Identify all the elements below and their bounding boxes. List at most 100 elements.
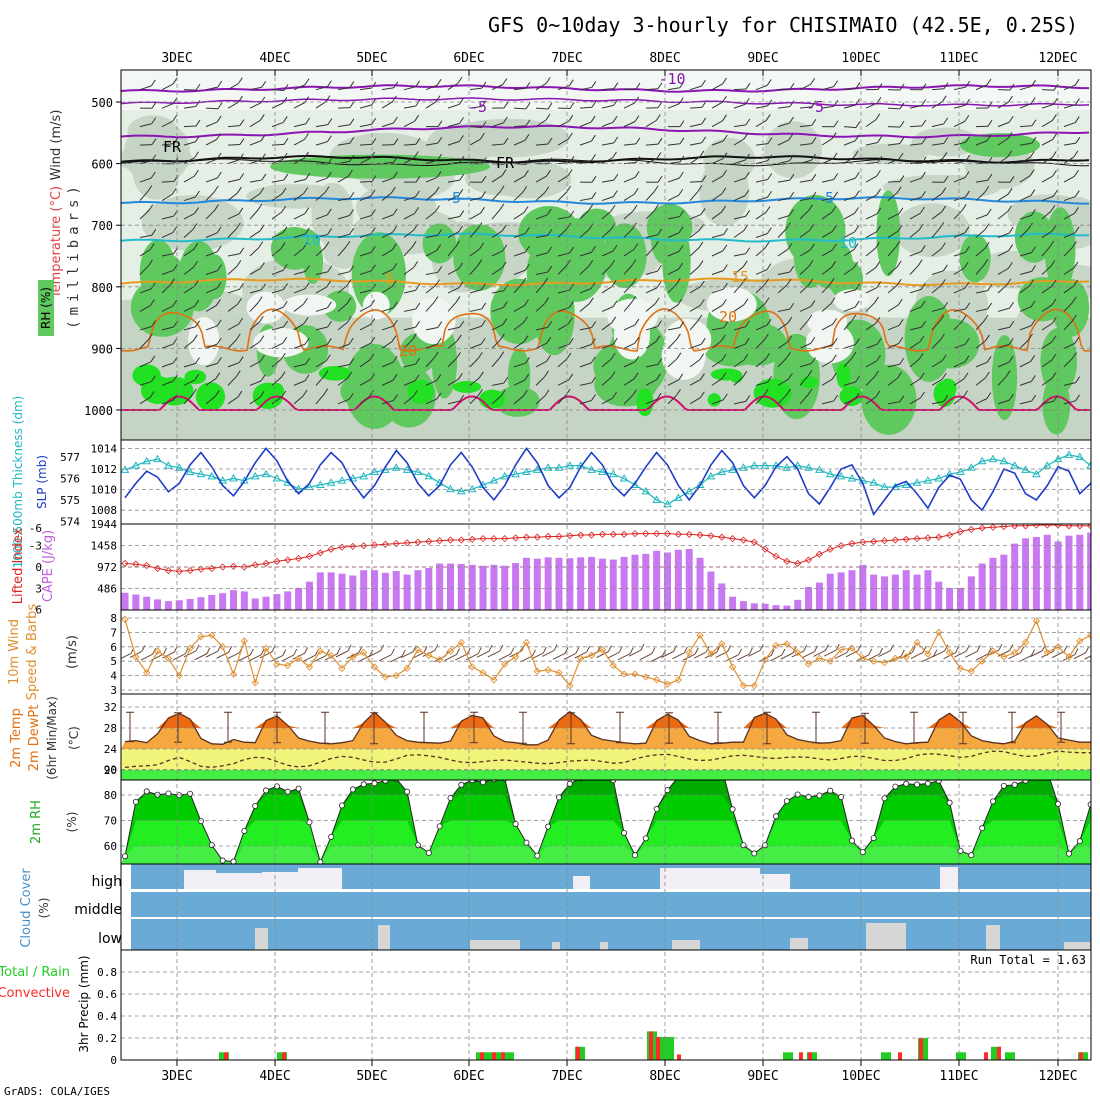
rh-mid-blob bbox=[446, 119, 555, 155]
wind10-tick-label: 5 bbox=[110, 655, 117, 668]
wind-barb bbox=[887, 266, 898, 275]
cape-bar bbox=[154, 599, 162, 610]
wind10-marker bbox=[859, 654, 867, 662]
wind-barb bbox=[667, 194, 679, 202]
rh-bright-blob bbox=[753, 378, 792, 408]
wind-barb-flag bbox=[943, 117, 949, 125]
wind10-marker bbox=[750, 682, 758, 690]
wind-barb-flag bbox=[741, 277, 747, 285]
wind-barb bbox=[425, 211, 436, 220]
wind-barb-flag bbox=[987, 302, 993, 310]
wind-barb bbox=[865, 161, 878, 165]
wind-barb bbox=[711, 270, 724, 275]
wind-barb-flag bbox=[459, 117, 464, 124]
wind-barb-flag bbox=[610, 371, 616, 378]
wind10-barb-flag bbox=[282, 649, 287, 656]
wind-barb-flag bbox=[193, 242, 199, 250]
precip-conv-label: Convective bbox=[0, 986, 70, 1001]
wind-barb-flag bbox=[941, 242, 946, 249]
wind-barb bbox=[337, 233, 350, 239]
contour-label: -5 bbox=[806, 98, 824, 116]
wind-barb bbox=[381, 307, 394, 312]
wind-barb-flag bbox=[722, 264, 728, 271]
wind10-marker bbox=[707, 650, 715, 658]
wind-barb bbox=[623, 143, 636, 146]
wind-barb bbox=[667, 232, 680, 238]
wind-barb bbox=[997, 193, 1009, 201]
precip-panel: 0.80.60.40.20 bbox=[97, 966, 1088, 1067]
wind-barb-flag bbox=[1008, 244, 1014, 251]
wind-barb bbox=[601, 142, 614, 146]
isotherm-5 bbox=[121, 196, 1089, 205]
wind-barb-flag bbox=[305, 357, 311, 365]
wind-barb bbox=[359, 379, 371, 386]
wind-barb-flag bbox=[1071, 241, 1077, 248]
wind-barb-flag bbox=[721, 372, 727, 379]
wind10-barb bbox=[563, 652, 577, 660]
wind-barb-flag bbox=[392, 301, 398, 308]
wind-barb bbox=[403, 380, 416, 386]
lifted-index-marker bbox=[902, 535, 910, 543]
wind-barb-flag bbox=[763, 388, 769, 396]
wind-barb-flag bbox=[280, 242, 286, 249]
wind-barb-flag bbox=[964, 115, 970, 122]
wind-barb bbox=[513, 125, 527, 128]
wind-barb-flag bbox=[764, 278, 770, 285]
wind-barb-flag bbox=[833, 99, 839, 107]
wind-barb bbox=[293, 343, 306, 349]
wind-barb-flag bbox=[392, 319, 398, 327]
wind-barb bbox=[711, 193, 723, 201]
wind10-barb bbox=[1096, 653, 1100, 659]
wind-barb-flag bbox=[236, 186, 242, 194]
wind-barb-flag bbox=[921, 156, 927, 164]
thickness-marker bbox=[522, 467, 531, 476]
wind10-marker bbox=[967, 667, 975, 675]
wind-barb bbox=[777, 271, 790, 275]
wind10-barb bbox=[682, 653, 696, 661]
wind-barb-flag bbox=[415, 320, 421, 328]
wind10-barb-flag bbox=[770, 649, 775, 656]
cape-bar bbox=[533, 558, 541, 610]
wind-barb bbox=[843, 289, 856, 294]
wind-barb bbox=[535, 360, 547, 368]
rh-legend-swatch bbox=[38, 280, 54, 336]
wind-barb bbox=[887, 158, 900, 165]
wind-barb-flag bbox=[369, 353, 375, 361]
wind-barb bbox=[161, 284, 171, 294]
wind-barb bbox=[249, 209, 259, 220]
wind-barb-flag bbox=[765, 206, 771, 213]
wind-barb bbox=[227, 213, 240, 220]
wind-barb-flag bbox=[986, 356, 992, 363]
wind-barb-flag bbox=[655, 335, 661, 342]
wind-barb bbox=[315, 101, 327, 109]
precip-tick-label: 0.4 bbox=[97, 1010, 117, 1023]
wind-barb bbox=[271, 232, 284, 238]
wind-barb-flag bbox=[371, 117, 377, 125]
wind-barb bbox=[535, 175, 547, 183]
wind-barb bbox=[667, 103, 680, 109]
wind-barb-flag bbox=[214, 204, 219, 211]
wind-barb bbox=[799, 106, 812, 109]
wind-barb bbox=[909, 196, 922, 202]
wind-barb-flag bbox=[897, 371, 902, 379]
wind-barb bbox=[381, 286, 393, 294]
rh2m-marker bbox=[773, 813, 780, 820]
freezing-level-2 bbox=[121, 158, 1090, 167]
wind-barb-flag bbox=[414, 207, 420, 214]
wind10-barb bbox=[672, 652, 685, 660]
rh-high-blob bbox=[1014, 211, 1054, 263]
wind-barb bbox=[425, 398, 438, 405]
rh2m-marker bbox=[349, 786, 356, 793]
cloud-low-patch bbox=[790, 938, 808, 950]
wind-barb-flag bbox=[591, 321, 597, 328]
lifted-index-marker bbox=[381, 540, 389, 548]
wind10-barb bbox=[802, 651, 815, 659]
cape-bar bbox=[826, 573, 834, 610]
wind10-barb-flag bbox=[423, 646, 428, 653]
rh2m-marker bbox=[208, 841, 215, 848]
wind-barb-flag bbox=[701, 117, 707, 125]
wind-barb-flag bbox=[481, 319, 486, 327]
wind10-speed-line bbox=[124, 619, 1091, 687]
wind-barb bbox=[271, 158, 284, 165]
wind-barb bbox=[205, 121, 218, 128]
